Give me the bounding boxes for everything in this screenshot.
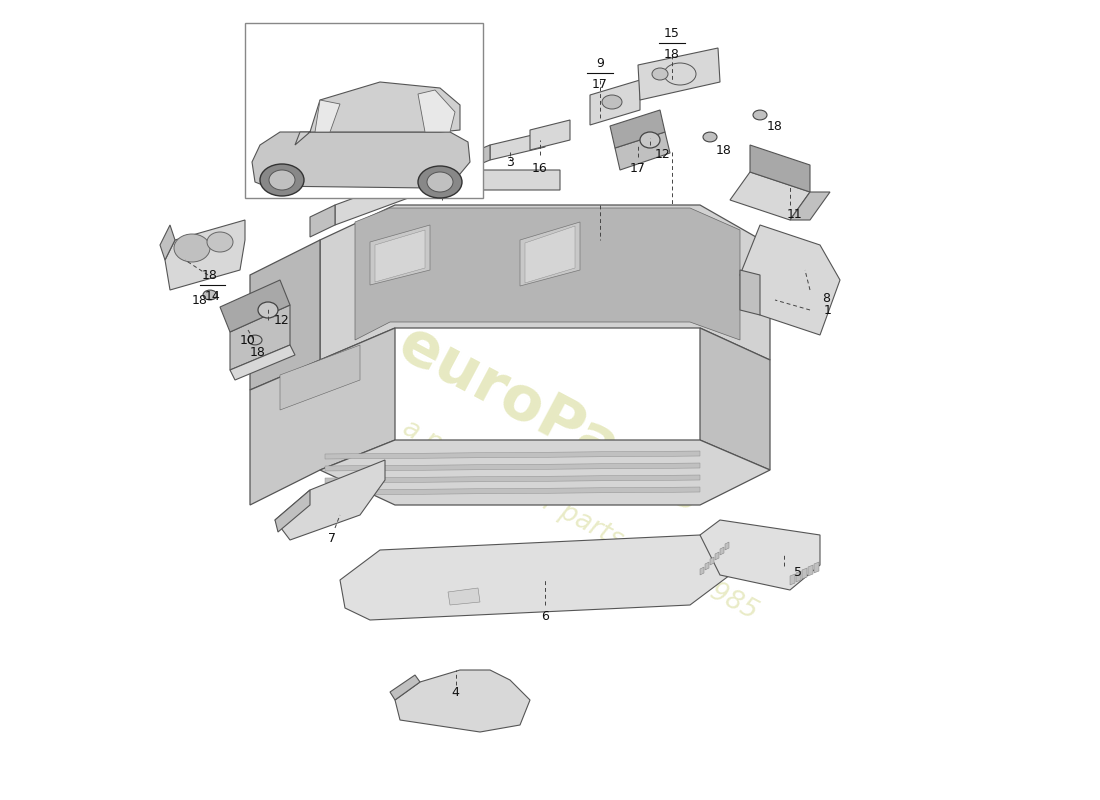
Text: 17: 17	[630, 162, 646, 174]
Polygon shape	[715, 552, 719, 560]
Text: 2: 2	[438, 186, 446, 198]
Ellipse shape	[602, 95, 621, 109]
Text: 18: 18	[250, 346, 266, 358]
Text: 3: 3	[506, 155, 514, 169]
Polygon shape	[802, 568, 807, 579]
Polygon shape	[320, 440, 770, 505]
Polygon shape	[700, 328, 770, 470]
Ellipse shape	[652, 68, 668, 80]
Text: 9: 9	[596, 57, 604, 70]
Polygon shape	[220, 280, 290, 332]
Polygon shape	[295, 82, 460, 145]
Polygon shape	[324, 463, 700, 471]
Text: 8: 8	[822, 291, 830, 305]
Ellipse shape	[270, 170, 295, 190]
Ellipse shape	[174, 234, 210, 262]
Ellipse shape	[418, 166, 462, 198]
Polygon shape	[638, 48, 721, 100]
Polygon shape	[320, 205, 770, 360]
Text: 15: 15	[664, 27, 680, 40]
Text: 16: 16	[532, 162, 548, 174]
Polygon shape	[250, 240, 320, 390]
Polygon shape	[808, 565, 813, 576]
Polygon shape	[395, 670, 530, 732]
Text: 4: 4	[451, 686, 459, 698]
Polygon shape	[370, 225, 430, 285]
Polygon shape	[324, 475, 700, 483]
Polygon shape	[280, 345, 360, 410]
Polygon shape	[275, 490, 310, 532]
Polygon shape	[705, 562, 710, 570]
Polygon shape	[448, 588, 480, 605]
Polygon shape	[230, 305, 290, 370]
Text: 18: 18	[192, 294, 208, 306]
Polygon shape	[700, 520, 820, 590]
Polygon shape	[315, 100, 340, 132]
Polygon shape	[336, 170, 560, 225]
Ellipse shape	[248, 335, 262, 345]
Polygon shape	[710, 557, 714, 565]
Text: 11: 11	[788, 209, 803, 222]
Text: 18: 18	[664, 48, 680, 61]
Text: 12: 12	[656, 149, 671, 162]
Ellipse shape	[703, 132, 717, 142]
Polygon shape	[610, 110, 665, 148]
Polygon shape	[750, 145, 810, 192]
Polygon shape	[390, 675, 420, 700]
Polygon shape	[165, 220, 245, 290]
Ellipse shape	[260, 164, 304, 196]
Polygon shape	[520, 222, 580, 286]
Polygon shape	[324, 487, 700, 495]
Polygon shape	[740, 270, 760, 315]
Polygon shape	[375, 230, 425, 282]
Polygon shape	[530, 120, 570, 150]
Bar	[245, 23, 483, 198]
Ellipse shape	[664, 63, 696, 85]
Ellipse shape	[754, 110, 767, 120]
Polygon shape	[490, 132, 544, 160]
Text: 18: 18	[767, 121, 783, 134]
Polygon shape	[355, 208, 740, 340]
Polygon shape	[796, 571, 801, 582]
Ellipse shape	[422, 170, 438, 180]
Ellipse shape	[204, 290, 217, 300]
Ellipse shape	[207, 232, 233, 252]
Polygon shape	[418, 90, 455, 132]
Text: 6: 6	[541, 610, 549, 623]
Text: 18: 18	[202, 269, 218, 282]
Polygon shape	[590, 80, 640, 125]
Text: 12: 12	[274, 314, 290, 326]
Text: 17: 17	[592, 78, 608, 91]
Polygon shape	[790, 574, 795, 585]
Polygon shape	[615, 132, 670, 170]
Text: 10: 10	[240, 334, 256, 346]
Text: 5: 5	[794, 566, 802, 578]
Text: 14: 14	[205, 290, 221, 303]
Ellipse shape	[258, 302, 278, 318]
Polygon shape	[340, 535, 730, 620]
Polygon shape	[250, 328, 395, 505]
Polygon shape	[160, 225, 175, 260]
Polygon shape	[700, 567, 704, 575]
Polygon shape	[275, 460, 385, 540]
Ellipse shape	[640, 132, 660, 148]
Polygon shape	[814, 562, 820, 573]
Polygon shape	[310, 205, 336, 237]
Text: 18: 18	[716, 143, 732, 157]
Polygon shape	[725, 542, 729, 550]
Polygon shape	[478, 145, 490, 165]
Polygon shape	[252, 132, 470, 188]
Text: 7: 7	[328, 531, 336, 545]
Text: 1: 1	[824, 303, 832, 317]
Polygon shape	[730, 172, 810, 220]
Polygon shape	[790, 192, 830, 220]
Text: a passion for parts since 1985: a passion for parts since 1985	[398, 415, 762, 625]
Polygon shape	[525, 226, 575, 283]
Polygon shape	[740, 225, 840, 335]
Polygon shape	[230, 345, 295, 380]
Text: euroParts: euroParts	[387, 315, 713, 525]
Polygon shape	[720, 547, 724, 555]
Polygon shape	[324, 451, 700, 459]
Ellipse shape	[427, 172, 453, 192]
